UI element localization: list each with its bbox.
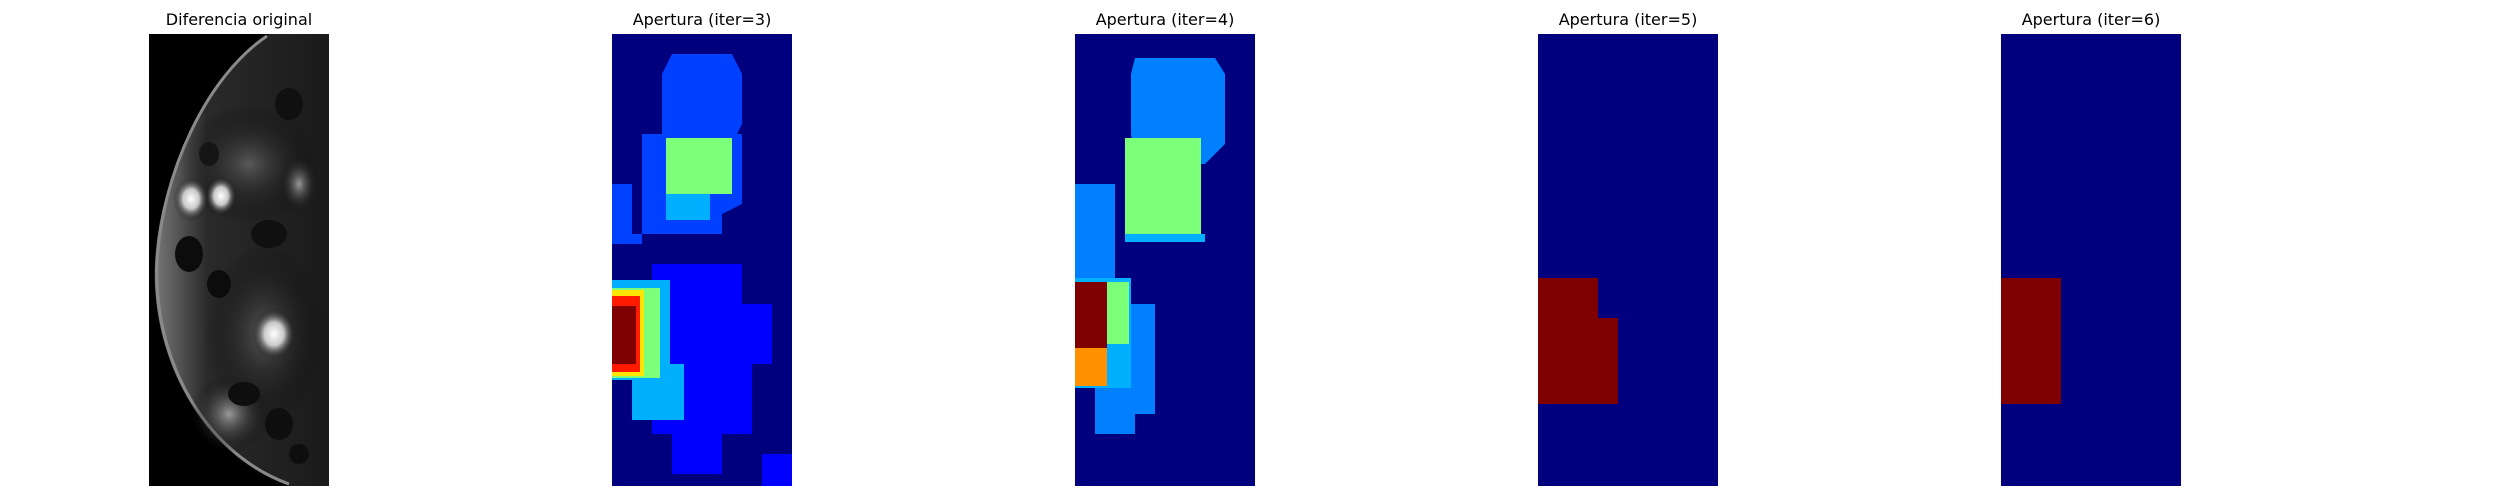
- opening-iter-3-image: [612, 34, 792, 486]
- opening-iter-6-image: [2001, 34, 2181, 486]
- panel-opening-iter-5: Apertura (iter=5): [1498, 0, 1758, 500]
- panel-title: Apertura (iter=5): [1558, 10, 1698, 29]
- panel-title: Apertura (iter=3): [632, 10, 772, 29]
- panel-title: Apertura (iter=6): [2021, 10, 2161, 29]
- opening-iter-4-image: [1075, 34, 1255, 486]
- panel-title: Apertura (iter=4): [1095, 10, 1235, 29]
- opening-iter-5-image: [1538, 34, 1718, 486]
- original-difference-image: [149, 34, 329, 486]
- panel-opening-iter-3: Apertura (iter=3): [572, 0, 832, 500]
- panel-opening-iter-4: Apertura (iter=4): [1035, 0, 1295, 500]
- panel-title: Diferencia original: [165, 10, 313, 29]
- panel-opening-iter-6: Apertura (iter=6): [1961, 0, 2221, 500]
- panel-original: Diferencia original: [109, 0, 369, 500]
